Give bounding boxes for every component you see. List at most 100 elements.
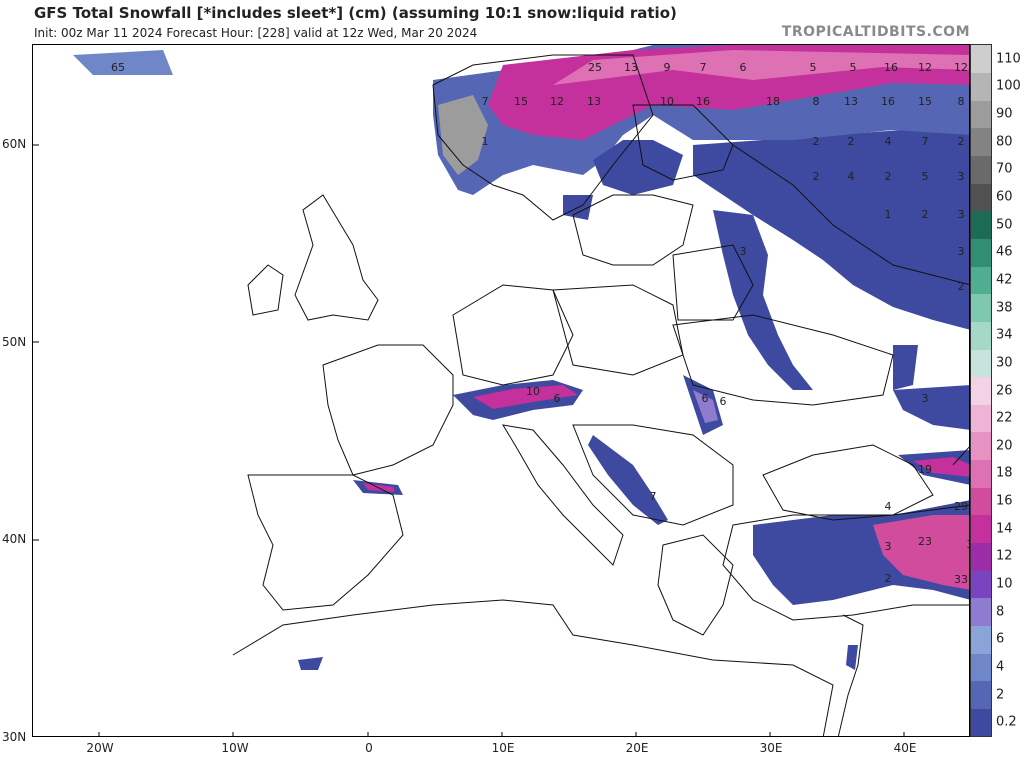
graticule-ticks	[33, 144, 905, 736]
lon-label-10e: 10E	[491, 741, 515, 755]
snowfall-value-label: 6	[554, 392, 561, 405]
colorbar-swatch	[971, 570, 991, 599]
colorbar-swatch	[971, 708, 991, 737]
snowfall-value-label: 12	[918, 61, 932, 74]
colorbar-swatch	[971, 210, 991, 239]
snowfall-value-label: 8	[813, 95, 820, 108]
snowfall-value-label: 3	[740, 245, 747, 258]
snowfall-value-label: 3	[922, 392, 929, 405]
snowfall-value-label: 2	[885, 170, 892, 183]
lon-label-20e: 20E	[625, 741, 649, 755]
colorbar-label: 26	[996, 383, 1013, 398]
snow-region-scandinavia-mid	[553, 50, 969, 85]
colorbar-label: 10	[996, 576, 1013, 592]
snowfall-value-label: 6	[720, 395, 727, 408]
header: GFS Total Snowfall [*includes sleet*] (c…	[0, 0, 1024, 44]
snowfall-value-labels: 65 25 13 9 7 6 5 5 16 12 127 15 12 13 10 16 18 8 13 16 15 81 2…	[111, 61, 971, 586]
colorbar-label: 12	[996, 548, 1013, 564]
border-ukraine	[672, 314, 894, 406]
colorbar-swatch	[971, 72, 991, 101]
snowfall-value-label: 4	[885, 135, 892, 148]
snow-region-turkey-east	[873, 515, 969, 590]
colorbar-swatch	[971, 238, 991, 267]
snow-region-caucasus-core	[913, 457, 969, 477]
coast-scandinavia	[432, 54, 654, 221]
snowfall-value-label: 15	[514, 95, 528, 108]
snowfall-value-label: 16	[884, 61, 898, 74]
snowfall-value-label: 5	[850, 61, 857, 74]
snowfall-value-label: 7	[700, 61, 707, 74]
snowfall-value-label: 2	[885, 572, 892, 585]
snowfall-value-label: 16	[696, 95, 710, 108]
snowfall-value-label: 65	[111, 61, 125, 74]
colorbar-swatch	[971, 376, 991, 405]
colorbar-label: 16	[996, 493, 1013, 509]
coastlines	[232, 54, 969, 736]
colorbar-label: 90	[996, 106, 1013, 122]
border-russia-west	[732, 144, 969, 286]
coast-north-africa	[232, 599, 834, 736]
snowfall-value-label: 2	[958, 280, 965, 293]
snowfall-value-label: 4	[848, 170, 855, 183]
border-balkans	[572, 424, 734, 526]
snow-region-russia	[693, 125, 969, 330]
snowfall-value-label: 3	[967, 538, 971, 551]
snow-region-balkans	[588, 435, 668, 525]
colorbar-swatch	[971, 625, 991, 654]
colorbar-swatch	[971, 542, 991, 571]
coast-levant	[837, 614, 864, 736]
coast-black-sea	[762, 444, 934, 521]
lon-label-0: 0	[365, 741, 373, 755]
colorbar-swatch	[971, 653, 991, 682]
lat-label-60n: 60N	[2, 137, 27, 151]
snow-region-alps-core	[473, 385, 578, 409]
coast-ireland	[247, 264, 284, 316]
colorbar-label: 20	[996, 438, 1013, 454]
snowfall-value-label: 12	[550, 95, 564, 108]
colorbar-label: 18	[996, 465, 1013, 481]
snowfall-value-label: 2	[813, 170, 820, 183]
colorbar-swatch	[971, 404, 991, 433]
snowfall-shading	[73, 45, 969, 670]
lat-label-50n: 50N	[2, 335, 27, 349]
colorbar-label: 34	[996, 327, 1013, 343]
snowfall-value-label: 5	[810, 61, 817, 74]
border-poland	[552, 284, 684, 376]
colorbar-label: 30	[996, 355, 1013, 371]
colorbar-label: 14	[996, 521, 1013, 537]
coast-turkey	[722, 504, 969, 621]
colorbar-swatch	[971, 100, 991, 129]
colorbar	[970, 44, 992, 737]
snowfall-value-label: 2	[958, 135, 965, 148]
snowfall-value-label: 1	[885, 208, 892, 221]
lon-label-30e: 30E	[759, 741, 783, 755]
snow-region-ukraine-east	[893, 345, 918, 390]
colorbar-swatch	[971, 183, 991, 212]
border-germany	[452, 284, 574, 386]
colorbar-label: 38	[996, 300, 1013, 316]
snowfall-value-label: 1	[482, 135, 489, 148]
colorbar-label: 80	[996, 134, 1013, 150]
snowfall-value-label: 29	[954, 500, 968, 513]
snowfall-value-label: 13	[844, 95, 858, 108]
snowfall-value-label: 15	[918, 95, 932, 108]
snowfall-value-label: 9	[664, 61, 671, 74]
snowfall-value-label: 7	[482, 95, 489, 108]
colorbar-label: 110	[996, 51, 1021, 67]
snowfall-value-label: 3	[958, 170, 965, 183]
snowfall-value-label: 33	[954, 573, 968, 586]
colorbar-label: 70	[996, 161, 1013, 177]
brand-watermark[interactable]: TROPICALTIDBITS.COM	[781, 24, 970, 40]
colorbar-swatch	[971, 127, 991, 157]
colorbar-label: 50	[996, 217, 1013, 233]
coast-iberia	[247, 474, 404, 611]
snow-region-finland	[593, 140, 683, 195]
snowfall-value-label: 10	[660, 95, 674, 108]
colorbar-swatch	[971, 155, 991, 184]
coast-uk	[294, 194, 379, 321]
colorbar-swatch	[971, 680, 991, 709]
snow-region-norway-coast	[438, 95, 488, 175]
snowfall-value-label: 2	[813, 135, 820, 148]
lon-label-10w: 10W	[221, 741, 249, 755]
lon-label-40e: 40E	[893, 741, 917, 755]
